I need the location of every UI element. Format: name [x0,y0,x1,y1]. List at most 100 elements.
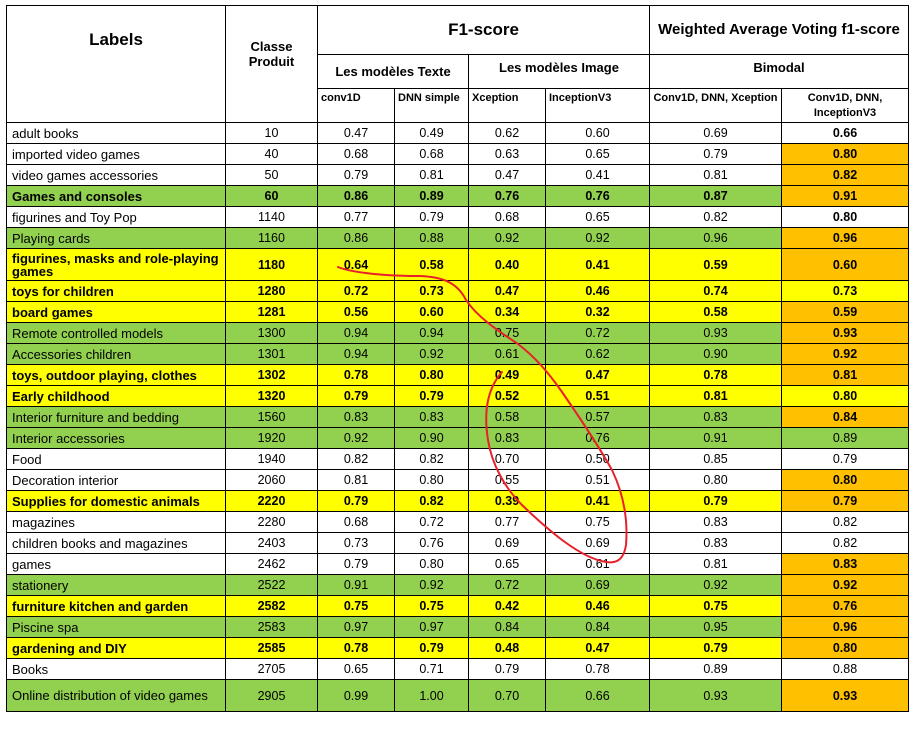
conv1d-cell: 0.77 [317,206,395,228]
bimodal-xception-cell: 0.58 [649,301,782,323]
bimodal-xception-cell: 0.81 [649,553,782,575]
classe-cell: 50 [225,164,318,186]
table-row: Early childhood 1320 0.79 0.79 0.52 0.51 0.81 0… [6,385,909,407]
bimodal-xception-cell: 0.89 [649,658,782,680]
classe-cell: 2585 [225,637,318,659]
table-row: adult books 10 0.47 0.49 0.62 0.60 0.69 0.66 [6,122,909,144]
label-cell: Games and consoles [6,185,226,207]
classe-cell: 1920 [225,427,318,449]
inception-cell: 0.47 [545,364,650,386]
dnn-cell: 0.75 [394,595,469,617]
dnn-cell: 0.89 [394,185,469,207]
bimodal-inception-cell: 0.83 [781,553,909,575]
dnn-cell: 0.82 [394,448,469,470]
table-row: children books and magazines 2403 0.73 0.76… [6,532,909,554]
header-bimodal-xception: Conv1D, DNN, Xception [649,88,782,123]
dnn-cell: 0.94 [394,322,469,344]
conv1d-cell: 0.79 [317,164,395,186]
xception-cell: 0.83 [468,427,546,449]
classe-cell: 2220 [225,490,318,512]
f1-score-table: Labels Classe Produit F1-score Weighted … [6,5,909,712]
xception-cell: 0.77 [468,511,546,533]
classe-cell: 1140 [225,206,318,228]
classe-cell: 1180 [225,248,318,281]
label-cell: children books and magazines [6,532,226,554]
bimodal-xception-cell: 0.79 [649,637,782,659]
table-row: Books 2705 0.65 0.71 0.79 0.78 0.89 0.88 [6,658,909,680]
bimodal-inception-cell: 0.80 [781,143,909,165]
label-cell: board games [6,301,226,323]
table-row: stationery 2522 0.91 0.92 0.72 0.69 0.92 0.92 [6,574,909,596]
bimodal-inception-cell: 0.73 [781,280,909,302]
label-cell: Early childhood [6,385,226,407]
table-row: Supplies for domestic animals 2220 0.79 0.8… [6,490,909,512]
table-row: Games and consoles 60 0.86 0.89 0.76 0.76 0.87… [6,185,909,207]
bimodal-inception-cell: 0.91 [781,185,909,207]
dnn-cell: 0.80 [394,469,469,491]
bimodal-inception-cell: 0.80 [781,637,909,659]
table-row: board games 1281 0.56 0.60 0.34 0.32 0.58 0.59 [6,301,909,323]
table-row: figurines, masks and role-playing games 1… [6,248,909,281]
label-cell: games [6,553,226,575]
classe-cell: 1281 [225,301,318,323]
table-row: Online distribution of video games 2905 0.… [6,679,909,712]
conv1d-cell: 0.86 [317,227,395,249]
bimodal-inception-cell: 0.79 [781,490,909,512]
classe-cell: 2403 [225,532,318,554]
xception-cell: 0.39 [468,490,546,512]
inception-cell: 0.41 [545,164,650,186]
label-cell: figurines and Toy Pop [6,206,226,228]
table-row: video games accessories 50 0.79 0.81 0.47 0.4… [6,164,909,186]
classe-cell: 1300 [225,322,318,344]
inception-cell: 0.46 [545,280,650,302]
xception-cell: 0.79 [468,658,546,680]
xception-cell: 0.65 [468,553,546,575]
dnn-cell: 0.88 [394,227,469,249]
header-inceptionv3: InceptionV3 [545,88,650,123]
table-row: imported video games 40 0.68 0.68 0.63 0.65 0.… [6,143,909,165]
inception-cell: 0.61 [545,553,650,575]
classe-cell: 60 [225,185,318,207]
bimodal-inception-cell: 0.81 [781,364,909,386]
table-row: Piscine spa 2583 0.97 0.97 0.84 0.84 0.95 0.96 [6,616,909,638]
inception-cell: 0.41 [545,490,650,512]
classe-cell: 40 [225,143,318,165]
bimodal-xception-cell: 0.78 [649,364,782,386]
dnn-cell: 0.58 [394,248,469,281]
bimodal-xception-cell: 0.81 [649,385,782,407]
bimodal-xception-cell: 0.83 [649,532,782,554]
inception-cell: 0.60 [545,122,650,144]
bimodal-inception-cell: 0.76 [781,595,909,617]
bimodal-xception-cell: 0.95 [649,616,782,638]
header-conv1d: conv1D [317,88,395,123]
dnn-cell: 0.60 [394,301,469,323]
xception-cell: 0.70 [468,679,546,712]
table-row: magazines 2280 0.68 0.72 0.77 0.75 0.83 0.82 [6,511,909,533]
bimodal-inception-cell: 0.82 [781,164,909,186]
header-dnn-simple: DNN simple [394,88,469,123]
inception-cell: 0.62 [545,343,650,365]
conv1d-cell: 0.72 [317,280,395,302]
conv1d-cell: 0.92 [317,427,395,449]
header-f1-score: F1-score [317,5,650,55]
classe-cell: 1940 [225,448,318,470]
xception-cell: 0.52 [468,385,546,407]
bimodal-inception-cell: 0.80 [781,469,909,491]
bimodal-inception-cell: 0.92 [781,343,909,365]
table-row: figurines and Toy Pop 1140 0.77 0.79 0.68 0.6… [6,206,909,228]
bimodal-xception-cell: 0.81 [649,164,782,186]
conv1d-cell: 0.91 [317,574,395,596]
xception-cell: 0.48 [468,637,546,659]
label-cell: magazines [6,511,226,533]
label-cell: imported video games [6,143,226,165]
classe-cell: 1302 [225,364,318,386]
table-row: games 2462 0.79 0.80 0.65 0.61 0.81 0.83 [6,553,909,575]
dnn-cell: 0.83 [394,406,469,428]
label-cell: stationery [6,574,226,596]
xception-cell: 0.61 [468,343,546,365]
classe-cell: 1560 [225,406,318,428]
label-cell: gardening and DIY [6,637,226,659]
bimodal-inception-cell: 0.60 [781,248,909,281]
bimodal-inception-cell: 0.79 [781,448,909,470]
label-cell: Interior accessories [6,427,226,449]
